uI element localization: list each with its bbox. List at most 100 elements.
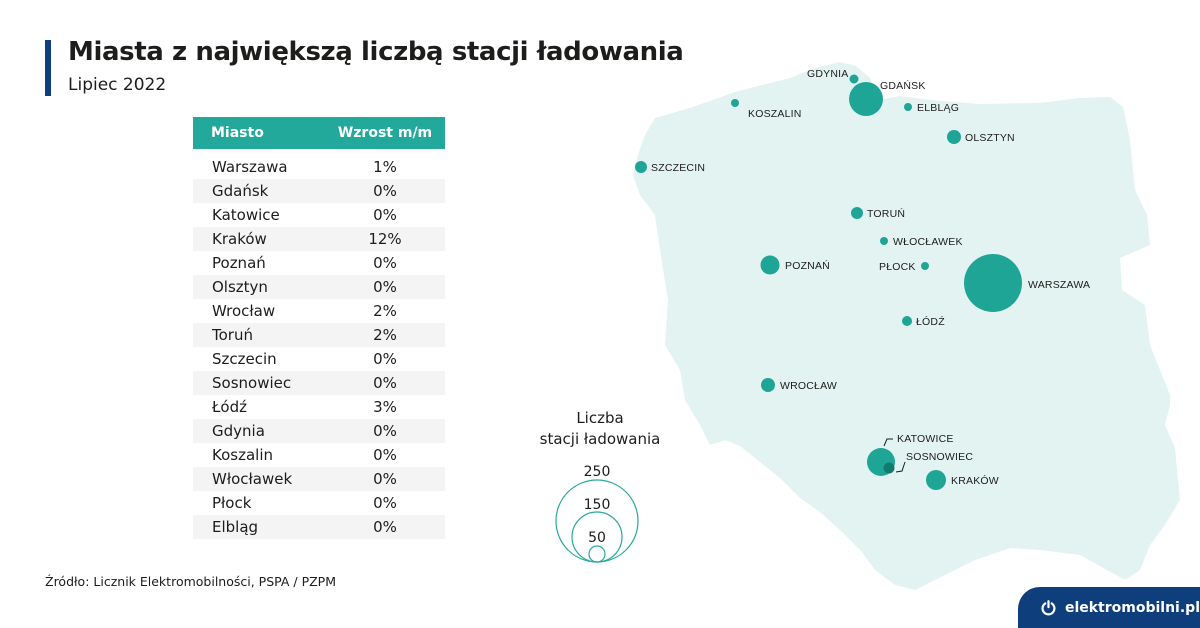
- label-wloclawek: WŁOCŁAWEK: [893, 236, 963, 248]
- cell-growth: 0%: [373, 278, 397, 296]
- bubble-plock[interactable]: [921, 262, 929, 270]
- cell-city: Gdańsk: [212, 182, 269, 200]
- label-gdynia: GDYNIA: [807, 68, 848, 80]
- cell-growth: 3%: [373, 398, 397, 416]
- table-row: Warszawa 1%: [193, 155, 445, 179]
- table-row: Gdańsk 0%: [193, 179, 445, 203]
- cell-city: Sosnowiec: [212, 374, 292, 392]
- legend-value-150: 150: [584, 497, 611, 513]
- label-warszawa: WARSZAWA: [1028, 279, 1090, 291]
- table-row: Płock 0%: [193, 491, 445, 515]
- table-body: Warszawa 1% Gdańsk 0% Katowice 0% Kraków 12%…: [193, 155, 445, 539]
- cell-growth: 0%: [373, 446, 397, 464]
- column-header-city: Miasto: [211, 125, 264, 141]
- growth-table: Miasto Wzrost m/m Warszawa 1% Gdańsk 0% Ka…: [193, 117, 445, 539]
- cell-city: Poznań: [212, 254, 266, 272]
- page-title: Miasta z największą liczbą stacji ładowa…: [68, 37, 684, 67]
- bubble-poznan[interactable]: [760, 255, 780, 275]
- table-row: Elbląg 0%: [193, 515, 445, 539]
- cell-growth: 0%: [373, 206, 397, 224]
- source-note: Źródło: Licznik Elektromobilności, PSPA …: [45, 574, 337, 589]
- bubble-sosnowiec[interactable]: [883, 462, 895, 474]
- legend-title-line2: stacji ładowania: [539, 430, 661, 448]
- bubble-gdansk[interactable]: [849, 82, 883, 116]
- size-legend: [555, 479, 639, 563]
- cell-city: Elbląg: [212, 518, 259, 536]
- bubble-warszawa[interactable]: [964, 254, 1022, 312]
- brand-badge[interactable]: elektromobilni.pl: [1018, 587, 1200, 628]
- label-torun: TORUŃ: [867, 207, 905, 220]
- label-koszalin: KOSZALIN: [748, 108, 802, 120]
- bubble-koszalin[interactable]: [731, 99, 739, 107]
- column-header-growth: Wzrost m/m: [337, 125, 433, 141]
- label-elblag: ELBLĄG: [917, 102, 959, 114]
- cell-growth: 2%: [373, 302, 397, 320]
- cell-city: Koszalin: [212, 446, 273, 464]
- label-olsztyn: OLSZTYN: [965, 132, 1015, 144]
- label-poznan: POZNAŃ: [785, 259, 830, 272]
- cell-growth: 0%: [373, 374, 397, 392]
- cell-city: Toruń: [212, 326, 253, 344]
- cell-city: Gdynia: [212, 422, 265, 440]
- bubble-krakow[interactable]: [926, 470, 946, 490]
- legend-circle-50: [588, 545, 606, 563]
- legend-title: Liczba stacji ładowania: [510, 408, 690, 450]
- cell-growth: 0%: [373, 182, 397, 200]
- table-row: Kraków 12%: [193, 227, 445, 251]
- legend-circle-250: [555, 479, 639, 563]
- brand-name: elektromobilni.pl: [1064, 599, 1200, 616]
- cell-growth: 0%: [373, 254, 397, 272]
- cell-city: Szczecin: [212, 350, 277, 368]
- label-gdansk: GDAŃSK: [880, 79, 926, 92]
- legend-value-50: 50: [588, 530, 606, 546]
- bubble-olsztyn[interactable]: [947, 130, 961, 144]
- table-row: Olsztyn 0%: [193, 275, 445, 299]
- table-row: Wrocław 2%: [193, 299, 445, 323]
- label-plock: PŁOCK: [879, 261, 916, 273]
- cell-city: Włocławek: [212, 470, 293, 488]
- power-icon: [1041, 599, 1056, 615]
- bubble-elblag[interactable]: [904, 103, 912, 111]
- legend-title-line1: Liczba: [576, 409, 624, 427]
- bubble-gdynia[interactable]: [849, 74, 859, 84]
- bubble-torun[interactable]: [851, 207, 863, 219]
- label-lodz: ŁÓDŹ: [916, 315, 945, 328]
- page-subtitle: Lipiec 2022: [68, 75, 167, 95]
- label-wroclaw: WROCŁAW: [780, 380, 837, 392]
- cell-growth: 12%: [368, 230, 402, 248]
- table-row: Szczecin 0%: [193, 347, 445, 371]
- cell-city: Katowice: [212, 206, 280, 224]
- table-row: Sosnowiec 0%: [193, 371, 445, 395]
- cell-growth: 0%: [373, 350, 397, 368]
- leader-lines: [883, 438, 906, 473]
- bubble-wroclaw[interactable]: [761, 378, 775, 392]
- label-sosnowiec: SOSNOWIEC: [906, 451, 973, 463]
- cell-growth: 0%: [373, 422, 397, 440]
- bubble-wloclawek[interactable]: [880, 237, 888, 245]
- table-row: Katowice 0%: [193, 203, 445, 227]
- table-header: Miasto Wzrost m/m: [193, 117, 445, 149]
- cell-growth: 0%: [373, 470, 397, 488]
- table-row: Gdynia 0%: [193, 419, 445, 443]
- cell-city: Olsztyn: [212, 278, 268, 296]
- poland-land-shape: [633, 62, 1180, 590]
- table-row: Łódź 3%: [193, 395, 445, 419]
- title-accent-bar: [45, 40, 51, 96]
- cell-growth: 0%: [373, 494, 397, 512]
- table-row: Włocławek 0%: [193, 467, 445, 491]
- bubble-lodz[interactable]: [902, 316, 912, 326]
- city-bubbles: [635, 74, 1022, 490]
- cell-city: Wrocław: [212, 302, 276, 320]
- legend-value-250: 250: [584, 464, 611, 480]
- table-row: Koszalin 0%: [193, 443, 445, 467]
- cell-growth: 1%: [373, 158, 397, 176]
- cell-city: Łódź: [212, 398, 248, 416]
- table-row: Poznań 0%: [193, 251, 445, 275]
- label-szczecin: SZCZECIN: [651, 162, 705, 174]
- cell-growth: 0%: [373, 518, 397, 536]
- bubble-szczecin[interactable]: [635, 161, 647, 173]
- city-labels: GDYNIA GDAŃSK KOSZALIN ELBLĄG OLSZTYN SZ…: [651, 68, 1090, 487]
- cell-city: Płock: [212, 494, 252, 512]
- label-krakow: KRAKÓW: [951, 474, 999, 487]
